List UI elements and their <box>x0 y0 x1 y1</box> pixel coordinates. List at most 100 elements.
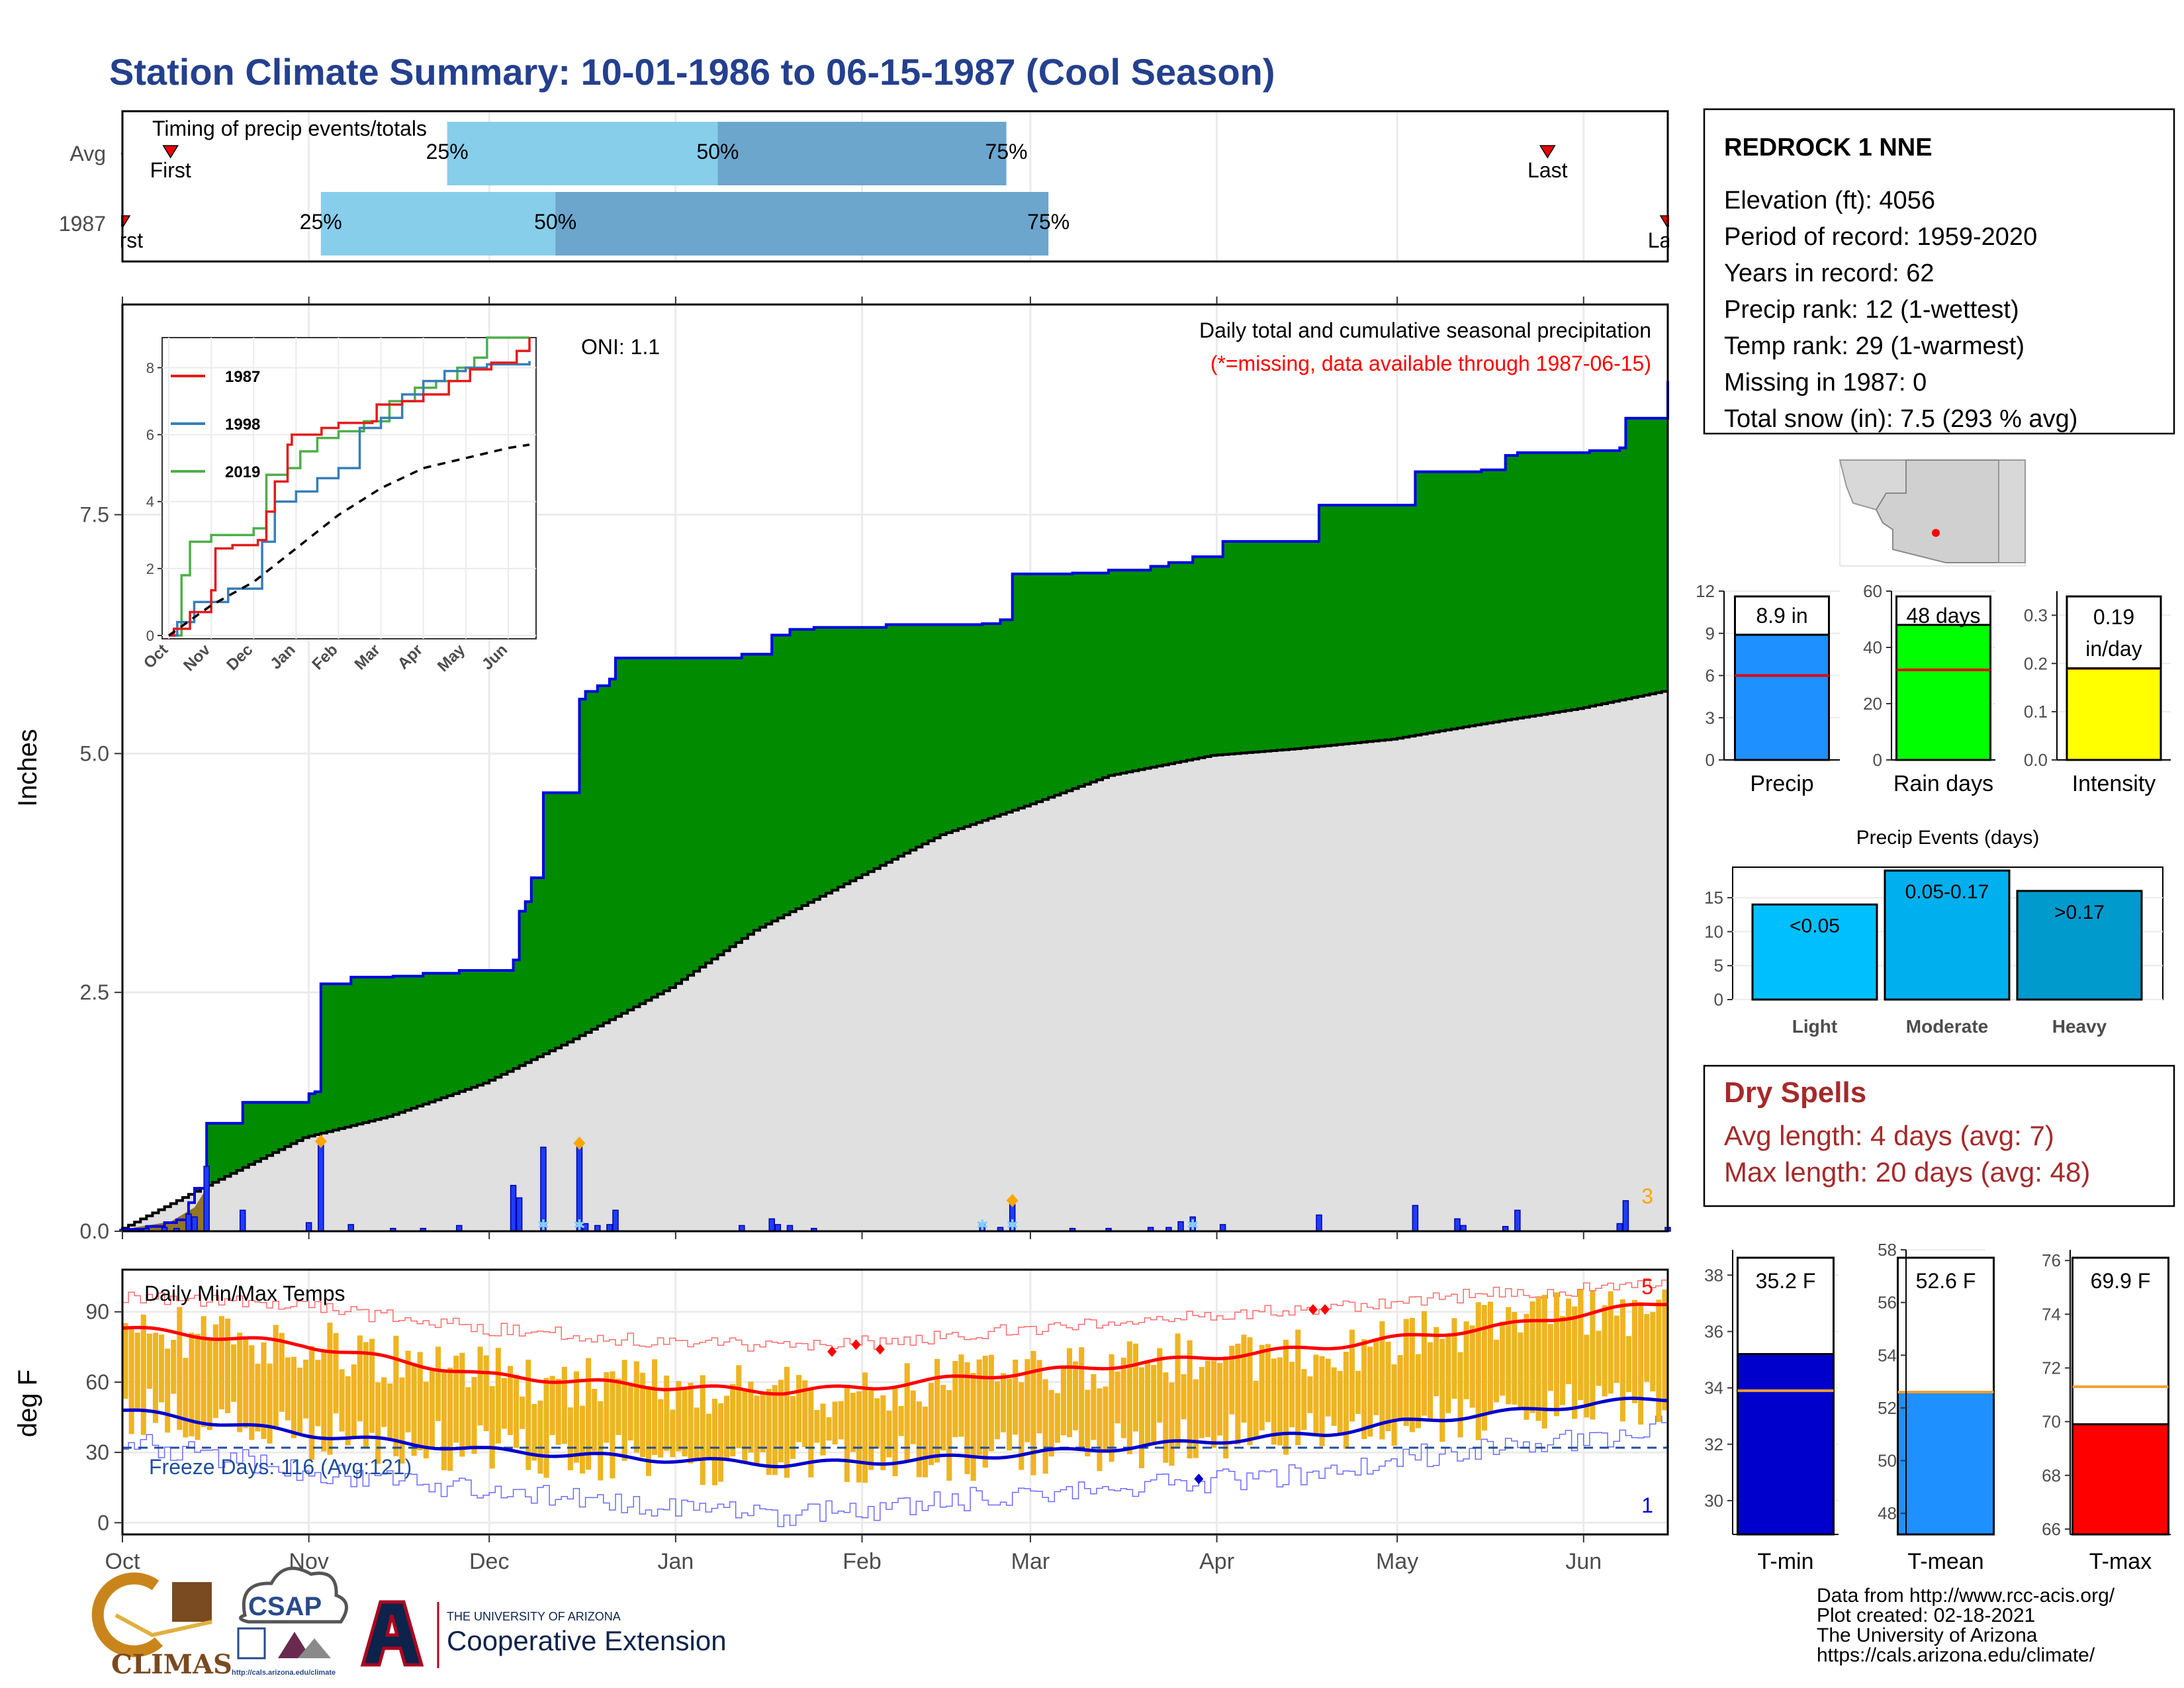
daily-temp-bar <box>237 1333 243 1432</box>
record-min-marker <box>1194 1474 1204 1485</box>
daily-temp-bar <box>1223 1360 1229 1459</box>
daily-temp-bar <box>1163 1372 1169 1463</box>
daily-temp-bar <box>231 1344 237 1402</box>
daily-temp-bar <box>1385 1341 1391 1432</box>
daily-temp-bar <box>1614 1315 1619 1383</box>
daily-temp-bar <box>1524 1313 1529 1420</box>
climatology-line <box>121 690 1668 1231</box>
temp-bar-t-max <box>2071 1423 2169 1536</box>
station-info-box: REDROCK 1 NNE Elevation (ft): 4056 Perio… <box>1703 108 2175 435</box>
daily-temp-bar <box>717 1403 724 1482</box>
bar-panel-ytick-label: 40 <box>1863 637 1882 657</box>
daily-temp-bar <box>904 1363 910 1461</box>
daily-temp-bar <box>1644 1313 1650 1382</box>
daily-temp-bar <box>700 1375 705 1485</box>
events-category-label: Moderate <box>1906 1016 1988 1037</box>
daily-precip-bar <box>1622 1200 1629 1232</box>
temperature-panel: Daily Min/Max Temps Freeze Days: 116 (Avg… <box>13 1268 1669 1574</box>
daily-temp-bar <box>838 1401 844 1440</box>
daily-temp-bar <box>615 1378 621 1435</box>
daily-temp-bar <box>1247 1337 1253 1446</box>
daily-temp-bar <box>1572 1306 1578 1419</box>
daily-temp-bar <box>327 1323 333 1455</box>
temp-bar-label-box <box>2071 1256 2169 1426</box>
daily-temp-bar <box>1451 1318 1457 1399</box>
daily-temp-bar <box>844 1387 850 1482</box>
station-line-precip-rank: Precip rank: 12 (1-wettest) <box>1724 296 2019 324</box>
daily-temp-bar <box>285 1357 291 1421</box>
daily-temp-bar <box>1553 1292 1559 1417</box>
daily-temp-bar <box>1175 1333 1181 1449</box>
university-of-arizona-logo: THE UNIVERSITY OF ARIZONA Cooperative Ex… <box>360 1600 727 1668</box>
climas-logo: CLIMAS <box>91 1572 232 1680</box>
daily-precip-bar <box>185 1213 192 1232</box>
events-ytick-label: 5 <box>1714 956 1723 976</box>
timing-bar-q1 <box>447 122 718 185</box>
daily-temp-bar <box>748 1382 754 1453</box>
daily-temp-bar <box>471 1377 477 1454</box>
daily-temp-bar <box>345 1376 351 1446</box>
temp-bar-ytick-label: 70 <box>2042 1412 2061 1432</box>
daily-temp-bar <box>994 1381 1000 1440</box>
main-subtitle: (*=missing, data available through 1987-… <box>1210 352 1651 375</box>
daily-temp-bar <box>1085 1389 1091 1457</box>
timing-label-25: 25% <box>426 140 469 164</box>
daily-temp-bar <box>1199 1367 1205 1438</box>
dry-spells-title: Dry Spells <box>1724 1076 1866 1109</box>
daily-temp-bar <box>1428 1342 1433 1422</box>
daily-temp-bar <box>682 1387 688 1457</box>
daily-temp-bar <box>567 1407 573 1471</box>
timing-row-label: 1987 <box>59 212 106 236</box>
daily-temp-bar <box>1060 1366 1066 1436</box>
daily-temp-bar <box>645 1386 652 1476</box>
temp-bar-ytick-label: 56 <box>1878 1293 1897 1313</box>
daily-temp-bar <box>525 1360 531 1470</box>
daily-temp-bar <box>796 1375 802 1442</box>
daily-temp-bar <box>279 1333 285 1412</box>
daily-temp-bar <box>351 1364 357 1438</box>
daily-temp-bar <box>627 1383 633 1441</box>
station-name: REDROCK 1 NNE <box>1724 134 1933 162</box>
temp-bar-name: T-max <box>2089 1549 2152 1574</box>
summary-bar-precip <box>1734 633 1830 761</box>
footer-line-created: Plot created: 02-18-2021 <box>1817 1605 2035 1626</box>
daily-temp-bar <box>465 1387 471 1447</box>
temp-ytick-label: 90 <box>85 1300 109 1324</box>
temp-bar-label: 35.2 F <box>1756 1269 1816 1293</box>
daily-temp-bar <box>435 1346 441 1421</box>
daily-temp-bar <box>862 1372 868 1483</box>
daily-temp-bar <box>140 1314 146 1435</box>
daily-temp-bar <box>1187 1340 1193 1459</box>
precip-events-panel: Precip Events (days) 0 5 10 15 <0.05 Light 0.05… <box>1704 827 2163 1037</box>
daily-temp-bar <box>375 1382 381 1464</box>
temp-title: Daily Min/Max Temps <box>144 1282 345 1305</box>
footer-line-url: https://cals.arizona.edu/climate/ <box>1817 1644 2095 1666</box>
csap-logo-text: CSAP <box>248 1592 322 1621</box>
daily-temp-bar <box>766 1389 772 1476</box>
daily-temp-bar <box>1169 1382 1175 1466</box>
daily-temp-bar <box>934 1358 940 1463</box>
daily-temp-bar <box>1506 1307 1512 1405</box>
precip-main-panel: ✱ ✱ ✱ ✱ ✱ 3 Daily total and cumulative seasona… <box>13 297 1671 1243</box>
record-precip-marker <box>1006 1194 1019 1207</box>
daily-temp-bar <box>1373 1340 1379 1415</box>
events-bar-moderate <box>1884 869 2011 1001</box>
ua-small-text: THE UNIVERSITY OF ARIZONA <box>447 1610 621 1623</box>
daily-temp-bar <box>206 1340 212 1430</box>
bar-panel-ytick-label: 0.3 <box>2024 605 2048 625</box>
daily-temp-bar <box>1457 1352 1463 1438</box>
daily-temp-bar <box>1235 1343 1241 1445</box>
bar-panel-ytick-label: 12 <box>1696 581 1715 601</box>
summary-bar-panels: 8.9 in 0 3 6 9 12 Precip 48 days 0 20 40 60 Rain day… <box>1696 581 2171 796</box>
daily-temp-bar <box>1132 1343 1138 1432</box>
daily-temp-bar <box>159 1335 165 1403</box>
station-line-temp-rank: Temp rank: 29 (1-warmest) <box>1724 332 2025 360</box>
summary-bar-intensity <box>2066 667 2162 761</box>
daily-temp-bar <box>1036 1360 1042 1434</box>
daily-temp-bar <box>1054 1393 1060 1443</box>
station-line-elevation: Elevation (ft): 4056 <box>1724 187 1935 214</box>
daily-temp-bar <box>1475 1302 1481 1440</box>
events-category-label: Light <box>1792 1016 1837 1037</box>
daily-temp-bar <box>1229 1345 1235 1415</box>
